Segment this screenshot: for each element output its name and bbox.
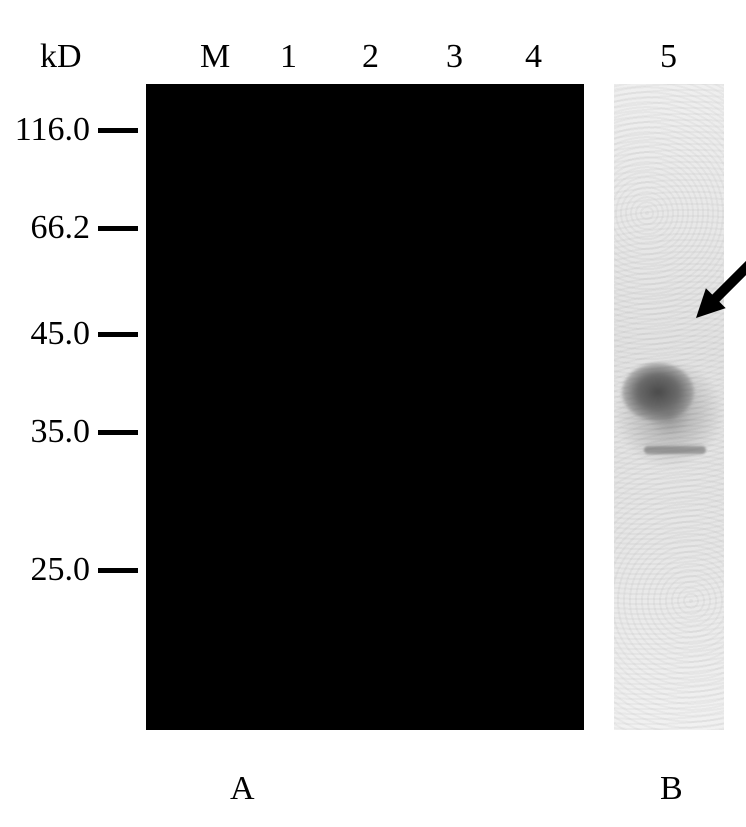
mw-marker: 116.0 <box>0 115 138 145</box>
mw-tick <box>98 430 138 435</box>
lane-label: M <box>200 38 230 76</box>
lane-label: 4 <box>525 38 542 76</box>
panel-b-caption: B <box>660 770 683 808</box>
mw-marker: 35.0 <box>0 417 138 447</box>
blot-band-minor <box>644 446 706 454</box>
mw-tick <box>98 332 138 337</box>
mw-marker: 25.0 <box>0 555 138 585</box>
mw-value: 35.0 <box>0 413 90 451</box>
mw-tick <box>98 128 138 133</box>
lane-label: 3 <box>446 38 463 76</box>
lane-label: 1 <box>280 38 297 76</box>
arrow-icon <box>686 242 746 328</box>
lane-label: 2 <box>362 38 379 76</box>
mw-marker: 45.0 <box>0 319 138 349</box>
mw-tick <box>98 226 138 231</box>
panel-b-blot <box>614 84 724 730</box>
mw-value: 25.0 <box>0 551 90 589</box>
axis-unit-label: kD <box>40 38 82 76</box>
mw-tick <box>98 568 138 573</box>
panel-a-gel <box>146 84 584 730</box>
lane-label: 5 <box>660 38 677 76</box>
panel-a-caption: A <box>230 770 255 808</box>
mw-value: 116.0 <box>0 111 90 149</box>
mw-value: 45.0 <box>0 315 90 353</box>
gel-blot-figure: kD 116.0 66.2 45.0 35.0 25.0 M 1 2 3 4 5 A B <box>0 0 746 827</box>
mw-marker: 66.2 <box>0 213 138 243</box>
mw-value: 66.2 <box>0 209 90 247</box>
blot-band <box>622 363 694 421</box>
